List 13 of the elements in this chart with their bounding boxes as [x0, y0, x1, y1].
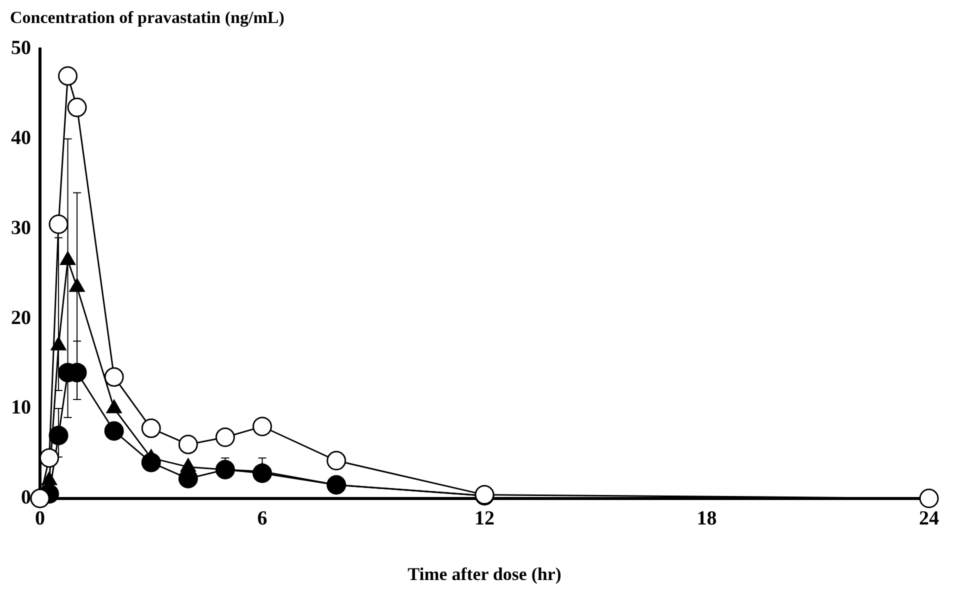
- y-axis-title: Concentration of pravastatin (ng/mL): [10, 8, 286, 29]
- y-tick-label: 10: [11, 396, 31, 419]
- x-tick-label: 24: [919, 508, 939, 530]
- y-tick-label: 40: [11, 127, 31, 150]
- y-tick-label: 0: [21, 486, 31, 509]
- x-tick-label: 0: [35, 508, 45, 530]
- x-tick-label: 12: [474, 508, 494, 530]
- x-tick-label: 18: [696, 508, 717, 530]
- x-tick-label: 6: [257, 508, 268, 530]
- y-tick-label: 30: [11, 216, 31, 239]
- y-tick-label: 50: [11, 37, 31, 60]
- y-tick-label: 20: [11, 306, 31, 329]
- x-axis-title: Time after dose (hr): [408, 564, 562, 584]
